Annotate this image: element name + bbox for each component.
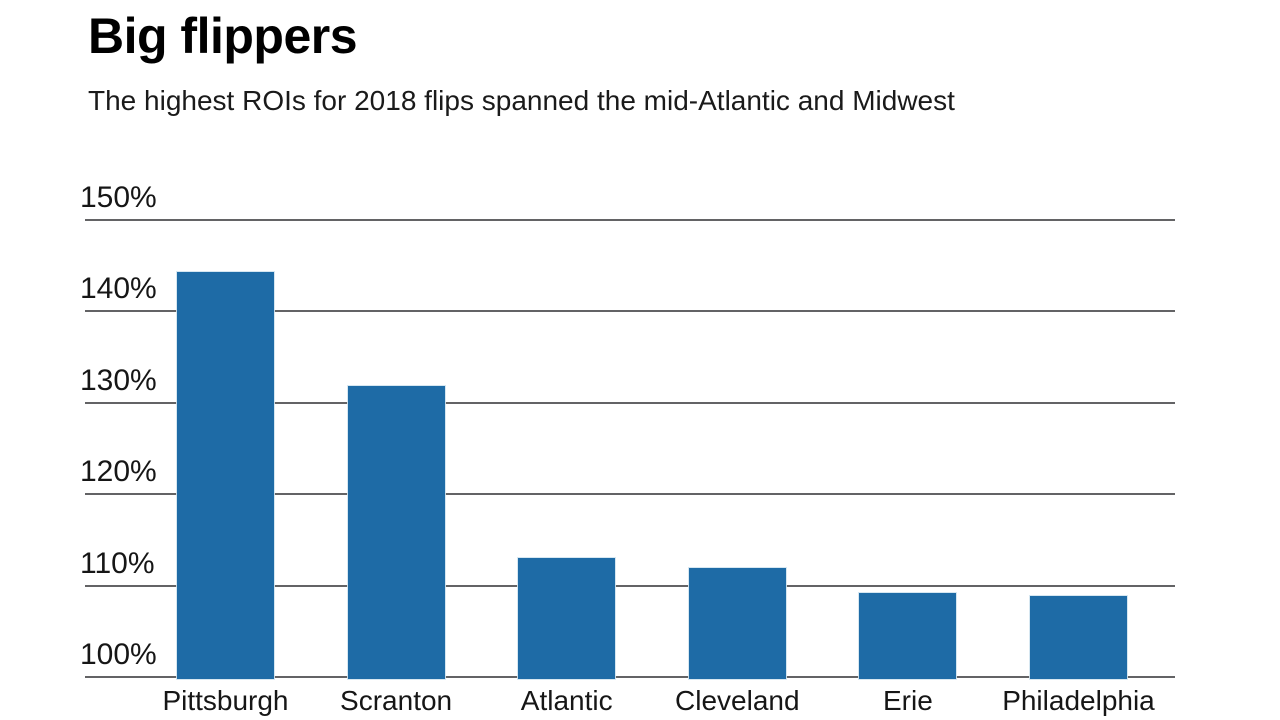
y-tick-label-130: 130% xyxy=(80,363,157,397)
bar-erie xyxy=(859,592,957,679)
gridline-150 xyxy=(85,218,1175,221)
bar-philadelphia xyxy=(1030,596,1127,679)
bar-pittsburgh xyxy=(177,271,274,679)
y-tick-label-120: 120% xyxy=(80,455,157,488)
bar-cleveland xyxy=(688,568,786,679)
chart-subtitle: The highest ROIs for 2018 flips spanned … xyxy=(88,85,955,116)
x-tick-label-scranton: Scranton xyxy=(340,685,453,716)
y-tick-label-150: 150% xyxy=(80,180,157,214)
x-tick-label-philadelphia: Philadelphia xyxy=(1002,685,1155,716)
x-tick-label-atlantic: Atlantic xyxy=(520,685,613,716)
y-tick-label-100: 100% xyxy=(80,638,157,671)
chart-title: Big flippers xyxy=(88,8,358,64)
x-tick-label-pittsburgh: Pittsburgh xyxy=(162,685,289,716)
bar-atlantic xyxy=(518,558,616,679)
bar-scranton xyxy=(347,386,445,679)
y-tick-label-110: 110% xyxy=(80,546,155,580)
gridline-140 xyxy=(85,310,1175,312)
x-tick-label-cleveland: Cleveland xyxy=(675,685,800,716)
x-tick-label-erie: Erie xyxy=(882,685,933,716)
gridline-100 xyxy=(85,676,1175,678)
y-tick-label-140: 140% xyxy=(80,272,157,305)
gridline-110 xyxy=(85,584,1175,587)
gridline-130 xyxy=(85,401,1175,404)
gridline-120 xyxy=(85,493,1175,495)
